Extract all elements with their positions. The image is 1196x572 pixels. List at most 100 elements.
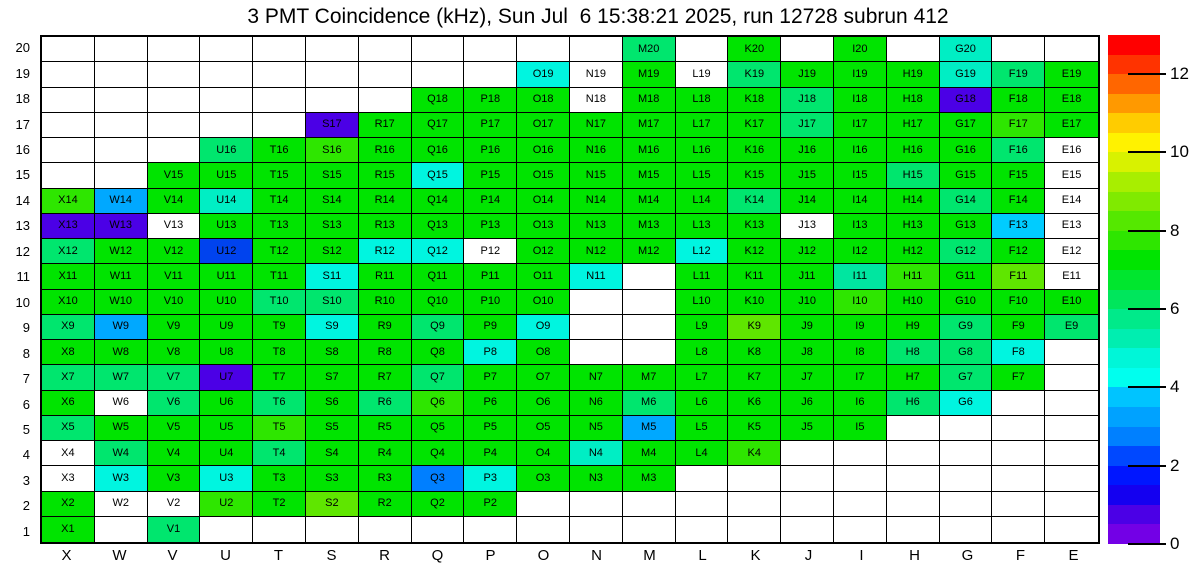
heatmap-cell-label: N12 bbox=[585, 244, 606, 257]
heatmap-cell-label: U7 bbox=[219, 370, 234, 383]
heatmap-cell: I6 bbox=[833, 390, 887, 416]
heatmap-cell-label: P6 bbox=[483, 396, 498, 409]
heatmap-cell-label: V9 bbox=[166, 320, 181, 333]
heatmap-cell: X8 bbox=[42, 340, 95, 366]
heatmap-cell: Q2 bbox=[411, 491, 465, 517]
heatmap-cell: P8 bbox=[464, 340, 518, 366]
heatmap-cell: X10 bbox=[42, 289, 95, 315]
heatmap-cell-label: U16 bbox=[216, 143, 237, 156]
heatmap-cell: R7 bbox=[358, 365, 412, 391]
heatmap-cell: E16 bbox=[1045, 138, 1098, 164]
heatmap-cell: F15 bbox=[992, 163, 1046, 189]
heatmap-cell-label: O11 bbox=[533, 269, 554, 282]
heatmap-cell-label: K7 bbox=[747, 370, 762, 383]
heatmap-cell: O4 bbox=[517, 441, 570, 467]
heatmap-cell: G16 bbox=[939, 138, 993, 164]
heatmap-cell: Q7 bbox=[411, 365, 465, 391]
heatmap-cell-label: R11 bbox=[375, 269, 395, 282]
heatmap-cell: F13 bbox=[992, 213, 1046, 239]
heatmap-cell: Q18 bbox=[411, 87, 465, 113]
heatmap-cell bbox=[1045, 391, 1098, 416]
heatmap-cell: G12 bbox=[939, 239, 993, 265]
heatmap-cell-label: V11 bbox=[164, 269, 183, 282]
heatmap-cell: T12 bbox=[253, 239, 306, 265]
heatmap-cell: R14 bbox=[358, 188, 412, 214]
heatmap-cell: T8 bbox=[253, 340, 306, 366]
heatmap-cell bbox=[992, 415, 1046, 441]
heatmap-cell: T5 bbox=[253, 415, 306, 441]
heatmap-cell bbox=[305, 87, 359, 113]
heatmap-cell-label: I11 bbox=[852, 269, 868, 282]
heatmap-cell-label: F10 bbox=[1008, 295, 1028, 308]
heatmap-cell: S8 bbox=[305, 340, 359, 366]
heatmap-cell-label: H11 bbox=[903, 269, 923, 282]
heatmap-cell: S11 bbox=[305, 264, 359, 290]
heatmap-cell: P6 bbox=[464, 390, 518, 416]
heatmap-cell-label: L14 bbox=[692, 194, 711, 207]
heatmap-cell-label: P10 bbox=[480, 295, 501, 308]
heatmap-cell: F19 bbox=[992, 62, 1046, 88]
heatmap-cell: M18 bbox=[622, 87, 676, 113]
heatmap-cell: F16 bbox=[992, 138, 1046, 164]
heatmap-cell-label: S10 bbox=[322, 295, 342, 308]
heatmap-cell-label: O8 bbox=[535, 345, 551, 358]
heatmap-cell: G14 bbox=[939, 188, 993, 214]
heatmap-cell-label: R3 bbox=[377, 471, 392, 484]
heatmap-cell: P12 bbox=[464, 239, 518, 265]
heatmap-cell-label: P11 bbox=[480, 269, 500, 282]
heatmap-cell: R2 bbox=[358, 491, 412, 517]
heatmap-cell-label: H6 bbox=[905, 396, 920, 409]
heatmap-cell: P3 bbox=[464, 466, 518, 492]
colorbar-tick bbox=[1128, 151, 1166, 154]
heatmap-cell-label: G13 bbox=[955, 219, 976, 232]
heatmap-cell: U4 bbox=[200, 441, 254, 467]
heatmap-cell-label: J12 bbox=[798, 244, 816, 257]
heatmap-cell bbox=[147, 87, 201, 113]
heatmap-cell: P11 bbox=[464, 264, 518, 290]
heatmap-cell-label: H18 bbox=[902, 93, 923, 106]
heatmap-cell-label: R2 bbox=[377, 497, 392, 510]
heatmap-cell: W10 bbox=[94, 289, 148, 315]
heatmap-cell-label: O14 bbox=[532, 194, 554, 207]
heatmap-cell bbox=[94, 163, 148, 189]
heatmap-cell: X1 bbox=[42, 516, 95, 542]
heatmap-cell: K11 bbox=[728, 264, 782, 290]
heatmap-cell-label: L11 bbox=[692, 269, 711, 282]
heatmap-cell-label: K19 bbox=[744, 67, 765, 80]
heatmap-cell: N13 bbox=[569, 213, 623, 239]
heatmap-cell: E12 bbox=[1045, 239, 1098, 265]
heatmap-cell-label: M13 bbox=[637, 219, 660, 232]
heatmap-cell: P4 bbox=[464, 441, 518, 467]
heatmap-cell-label: M4 bbox=[641, 446, 657, 459]
x-axis-label: X bbox=[61, 547, 72, 564]
heatmap-cell: E9 bbox=[1045, 314, 1098, 340]
heatmap-cell-label: W3 bbox=[112, 471, 129, 484]
heatmap-cell-label: W10 bbox=[109, 295, 132, 308]
heatmap-cell: W11 bbox=[94, 264, 148, 290]
colorbar-band bbox=[1108, 289, 1160, 310]
heatmap-cell: J8 bbox=[781, 340, 834, 366]
heatmap-cell: M13 bbox=[622, 213, 676, 239]
heatmap-cell-label: Q13 bbox=[427, 219, 448, 232]
heatmap-cell-label: N19 bbox=[585, 67, 606, 80]
x-axis-label: E bbox=[1068, 547, 1079, 564]
heatmap-cell bbox=[992, 491, 1046, 517]
heatmap-cell-label: S2 bbox=[325, 497, 339, 510]
heatmap-cell: J12 bbox=[781, 239, 834, 265]
colorbar-band bbox=[1108, 348, 1160, 368]
heatmap-cell bbox=[622, 289, 676, 315]
y-axis-label: 13 bbox=[15, 218, 30, 234]
heatmap-cell: X9 bbox=[42, 314, 95, 340]
heatmap-cell: S4 bbox=[305, 441, 359, 467]
heatmap-cell bbox=[517, 37, 570, 63]
heatmap-cell-label: V15 bbox=[163, 168, 184, 181]
heatmap-cell: L6 bbox=[675, 390, 729, 416]
heatmap-cell-label: L18 bbox=[692, 93, 711, 106]
heatmap-cell-label: U3 bbox=[219, 471, 234, 484]
heatmap-cell: O5 bbox=[517, 415, 570, 441]
heatmap-cell-label: E15 bbox=[1061, 168, 1082, 181]
heatmap-cell: P14 bbox=[464, 188, 518, 214]
heatmap-cell-label: O18 bbox=[532, 93, 554, 106]
heatmap-cell bbox=[94, 62, 148, 88]
heatmap-cell: O10 bbox=[517, 289, 570, 315]
